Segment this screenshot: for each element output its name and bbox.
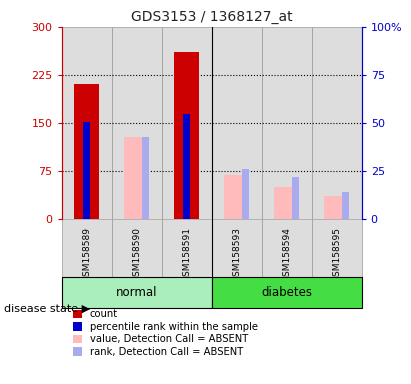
Text: GSM158589: GSM158589 [82, 227, 91, 283]
Title: GDS3153 / 1368127_at: GDS3153 / 1368127_at [131, 10, 293, 25]
Bar [124, 137, 149, 219]
Bar [324, 196, 349, 219]
Bar [74, 84, 99, 219]
Bar [174, 53, 199, 219]
Bar [262, 219, 312, 277]
Bar [212, 219, 262, 277]
Bar [212, 277, 362, 308]
Bar [112, 27, 162, 219]
Bar [312, 27, 362, 219]
Bar [183, 114, 190, 219]
Bar [62, 277, 212, 308]
Text: normal: normal [116, 286, 157, 299]
Bar [342, 192, 349, 219]
Bar [242, 169, 249, 219]
Text: GSM158590: GSM158590 [132, 227, 141, 283]
Bar [262, 27, 312, 219]
Bar [292, 177, 299, 219]
Bar [62, 219, 112, 277]
Bar [83, 121, 90, 219]
Bar [212, 27, 262, 219]
Text: GSM158591: GSM158591 [182, 227, 191, 283]
Bar [312, 219, 362, 277]
Bar [112, 219, 162, 277]
Bar [224, 175, 249, 219]
Text: diabetes: diabetes [261, 286, 312, 299]
Bar [162, 219, 212, 277]
Text: GSM158595: GSM158595 [332, 227, 341, 283]
Text: disease state ▶: disease state ▶ [4, 304, 90, 314]
Bar [62, 27, 112, 219]
Text: GSM158593: GSM158593 [232, 227, 241, 283]
Text: GSM158594: GSM158594 [282, 227, 291, 282]
Bar [162, 27, 212, 219]
Bar [274, 187, 299, 219]
Bar [142, 137, 149, 219]
Legend: count, percentile rank within the sample, value, Detection Call = ABSENT, rank, : count, percentile rank within the sample… [73, 310, 258, 357]
